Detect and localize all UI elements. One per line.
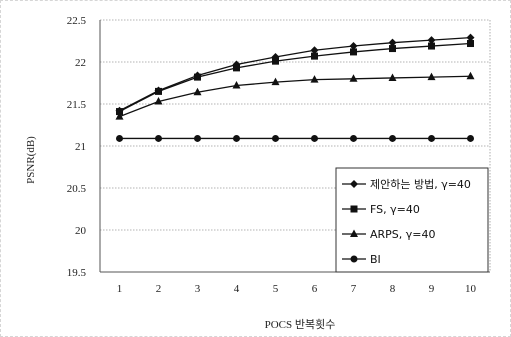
data-point-diamond bbox=[388, 38, 397, 47]
series-line bbox=[119, 42, 471, 113]
data-point-square bbox=[350, 48, 357, 56]
data-point-circle bbox=[350, 134, 357, 142]
data-point-triangle bbox=[427, 72, 436, 81]
y-tick-label: 22 bbox=[75, 57, 86, 69]
series-diamond bbox=[115, 33, 475, 115]
data-point-square bbox=[467, 40, 474, 48]
x-tick-label: 7 bbox=[351, 283, 357, 295]
legend-swatch-marker bbox=[350, 255, 358, 263]
x-tick-label: 2 bbox=[156, 283, 162, 295]
legend-swatch-marker bbox=[350, 205, 358, 213]
data-point-triangle bbox=[310, 75, 319, 83]
data-point-circle bbox=[233, 134, 240, 142]
y-tick-label: 20 bbox=[75, 225, 87, 237]
data-point-square bbox=[194, 73, 201, 81]
series-circle bbox=[116, 134, 474, 142]
data-point-circle bbox=[155, 134, 162, 142]
x-tick-label: 9 bbox=[429, 283, 435, 295]
data-point-diamond bbox=[466, 33, 475, 42]
data-point-square bbox=[155, 87, 162, 95]
legend-swatch-marker bbox=[350, 229, 358, 237]
data-point-triangle bbox=[349, 74, 358, 82]
data-point-diamond bbox=[427, 36, 436, 45]
legend-label: ARPS, γ=40 bbox=[370, 228, 436, 241]
data-point-circle bbox=[272, 134, 279, 142]
legend-label: BI bbox=[370, 253, 381, 266]
data-point-triangle bbox=[232, 81, 241, 89]
legend-label: 제안하는 방법, γ=40 bbox=[370, 177, 471, 191]
data-point-square bbox=[428, 42, 435, 50]
legend-item: 제안하는 방법, γ=40 bbox=[342, 177, 471, 191]
data-point-circle bbox=[194, 134, 201, 142]
axes: 19.5 20 20.5 21 21.5 22 22.5 1 2 3 4 5 6 7 8 9 10 bbox=[67, 15, 490, 295]
legend-box bbox=[335, 167, 489, 273]
data-point-triangle bbox=[193, 87, 202, 96]
data-point-circle bbox=[389, 134, 396, 142]
data-point-diamond bbox=[310, 46, 319, 55]
x-axis-title: POCS 반복횟수 bbox=[265, 318, 336, 331]
data-point-square bbox=[272, 57, 279, 65]
data-point-triangle bbox=[466, 71, 475, 80]
data-point-triangle bbox=[388, 73, 397, 81]
data-point-circle bbox=[428, 134, 435, 142]
data-point-square bbox=[311, 52, 318, 60]
series-triangle bbox=[115, 71, 475, 120]
data-point-square bbox=[389, 45, 396, 53]
data-point-diamond bbox=[349, 42, 358, 51]
series-lines bbox=[115, 33, 475, 142]
y-axis-title: PSNR(dB) bbox=[25, 136, 37, 184]
x-tick-label: 6 bbox=[312, 283, 318, 295]
y-tick-label: 21.5 bbox=[67, 99, 87, 111]
data-point-circle bbox=[311, 134, 318, 142]
legend: 제안하는 방법, γ=40 FS, γ=40 ARPS, γ=40 BI bbox=[335, 167, 489, 273]
y-tick-label: 21 bbox=[75, 141, 86, 153]
legend-swatch-marker bbox=[350, 180, 358, 188]
y-tick-label: 19.5 bbox=[67, 267, 87, 279]
x-tick-label: 10 bbox=[465, 283, 477, 295]
data-point-triangle bbox=[271, 77, 280, 86]
x-tick-label: 1 bbox=[117, 283, 123, 295]
series-square bbox=[116, 40, 474, 116]
x-tick-label: 8 bbox=[390, 283, 396, 295]
data-point-square bbox=[116, 108, 123, 116]
legend-label: FS, γ=40 bbox=[370, 203, 420, 216]
legend-item: ARPS, γ=40 bbox=[342, 228, 436, 241]
series-line bbox=[119, 75, 471, 118]
y-tick-label: 22.5 bbox=[67, 15, 87, 27]
y-tick-label: 20.5 bbox=[67, 183, 87, 195]
legend-item: FS, γ=40 bbox=[342, 203, 420, 216]
series-line bbox=[119, 36, 471, 112]
x-tick-label: 3 bbox=[195, 283, 201, 295]
x-tick-label: 4 bbox=[234, 283, 240, 295]
data-point-square bbox=[233, 64, 240, 72]
data-point-circle bbox=[116, 134, 123, 142]
data-point-circle bbox=[467, 134, 474, 142]
legend-item: BI bbox=[342, 253, 381, 266]
x-tick-label: 5 bbox=[273, 283, 279, 295]
data-point-triangle bbox=[115, 112, 124, 120]
data-point-triangle bbox=[154, 96, 163, 105]
